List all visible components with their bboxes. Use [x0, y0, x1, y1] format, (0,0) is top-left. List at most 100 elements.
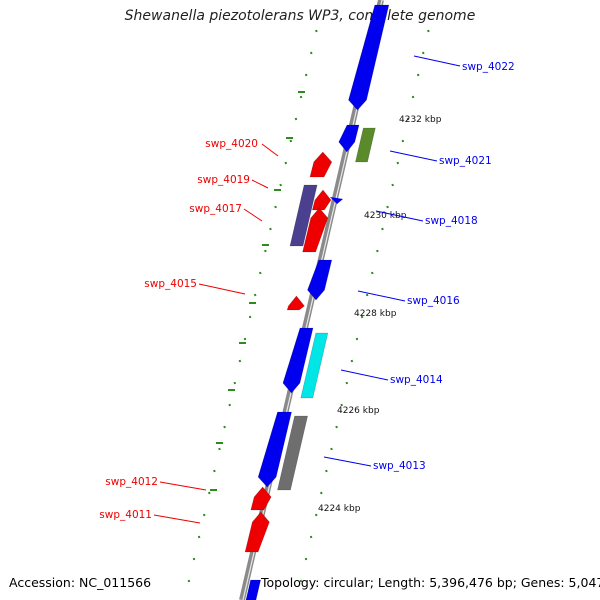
- gene-label-swp_4020: swp_4020: [205, 138, 258, 150]
- track-dot: [335, 425, 338, 429]
- gene-features: [244, 4, 390, 600]
- track-dot: [223, 425, 226, 429]
- tick-label: 4230 kbp: [364, 211, 407, 221]
- gene-label-swp_4014: swp_4014: [390, 374, 443, 386]
- gene-block-green: [355, 127, 376, 163]
- track-dot: [401, 139, 405, 143]
- gene-labels: swp_4022 swp_4021 swp_4020 swp_4019 swp_4018…: [99, 55, 515, 524]
- track-dot: [315, 29, 318, 33]
- track-dot: [304, 557, 308, 561]
- track-dot: [406, 117, 410, 121]
- gene-block-gray: [277, 415, 308, 491]
- track-dot: [228, 403, 231, 407]
- track-dot: [238, 359, 242, 363]
- gene-block-swp_4014: [282, 327, 314, 394]
- track-dot: [396, 161, 400, 165]
- tick-label: 4228 kbp: [354, 309, 397, 319]
- track-dot: [192, 557, 196, 561]
- track-dot: [416, 73, 420, 77]
- leader-line: [375, 210, 424, 222]
- gene-block-swp_4019: [311, 189, 332, 211]
- track-dot: [269, 227, 272, 231]
- track-dot: [208, 491, 211, 495]
- gene-label-swp_4015: swp_4015: [144, 278, 197, 290]
- track-dot: [371, 271, 374, 275]
- tick-label: 4226 kbp: [337, 406, 380, 416]
- leader-line: [357, 290, 406, 302]
- gene-block-purple: [289, 184, 318, 247]
- track-dot: [360, 315, 364, 319]
- gene-block-swp_4013: [257, 411, 292, 488]
- track-dot: [345, 381, 349, 385]
- gene-block-swp_4021: [338, 124, 360, 153]
- gene-label-swp_4016: swp_4016: [407, 295, 460, 307]
- gene-label-swp_4012: swp_4012: [105, 476, 158, 488]
- track-dot: [289, 139, 293, 143]
- track-dot: [218, 447, 221, 451]
- track-dot: [294, 117, 298, 121]
- gene-block-swp_4012: [250, 486, 272, 511]
- track-dot: [391, 183, 394, 187]
- track-dot: [299, 579, 303, 583]
- leader-line: [323, 456, 372, 467]
- gene-block-swp_4016: [307, 259, 333, 301]
- track-dot: [309, 51, 313, 55]
- track-dot: [325, 469, 328, 473]
- track-dot: [411, 95, 415, 99]
- track-dot: [330, 447, 333, 451]
- gene-label-swp_4013: swp_4013: [373, 460, 426, 472]
- genome-summary-text: Topology: circular; Length: 5,396,476 bp…: [261, 575, 600, 590]
- gene-block-cyan: [300, 332, 329, 399]
- gene-block-bottom: [245, 579, 261, 600]
- leader-line: [251, 179, 269, 189]
- gene-block-swp_4011: [244, 511, 270, 553]
- gene-block-swp_4022: [348, 4, 390, 111]
- track-dot: [355, 337, 359, 341]
- leader-line: [159, 481, 207, 491]
- gene-label-swp_4022: swp_4022: [462, 61, 515, 73]
- track-dot: [304, 73, 308, 77]
- leader-line: [243, 208, 263, 222]
- track-dot: [314, 513, 318, 517]
- leader-line: [413, 55, 461, 67]
- dotted-tracks: [187, 29, 430, 583]
- gene-block-swp_4020: [309, 151, 333, 178]
- track-dot: [386, 205, 389, 209]
- track-dot: [365, 293, 369, 297]
- track-dot: [213, 469, 216, 473]
- gene-label-swp_4011: swp_4011: [99, 509, 152, 521]
- track-dot: [376, 249, 379, 253]
- gene-label-swp_4021: swp_4021: [439, 155, 492, 167]
- track-dot: [320, 491, 323, 495]
- gene-block-swp_4017: [302, 207, 329, 253]
- track-dot: [274, 205, 277, 209]
- genome-title: Shewanella piezotolerans WP3, complete g…: [124, 8, 476, 24]
- tick-label: 4232 kbp: [399, 115, 442, 125]
- gene-label-swp_4019: swp_4019: [197, 174, 250, 186]
- track-dot: [279, 183, 282, 187]
- track-dot: [259, 271, 262, 275]
- track-dot: [381, 227, 384, 231]
- scale-ticks: 4232 kbp 4230 kbp 4228 kbp 4226 kbp 4224 kbp: [318, 115, 442, 514]
- leader-line: [340, 369, 389, 381]
- track-dot: [309, 535, 313, 539]
- track-dot: [264, 249, 267, 253]
- track-dot: [187, 579, 191, 583]
- leader-line: [153, 514, 201, 524]
- track-dot: [427, 29, 430, 33]
- track-dot: [253, 293, 257, 297]
- leader-line: [198, 283, 246, 295]
- track-dot: [421, 51, 425, 55]
- track-dot: [233, 381, 237, 385]
- track-dot: [197, 535, 201, 539]
- gene-label-swp_4017: swp_4017: [189, 203, 242, 215]
- track-dot: [299, 95, 303, 99]
- gene-label-swp_4018: swp_4018: [425, 215, 478, 227]
- track-dot: [350, 359, 354, 363]
- accession-text: Accession: NC_011566: [9, 575, 152, 590]
- tick-label: 4224 kbp: [318, 504, 361, 514]
- leader-line: [389, 150, 438, 162]
- track-dot: [340, 403, 343, 407]
